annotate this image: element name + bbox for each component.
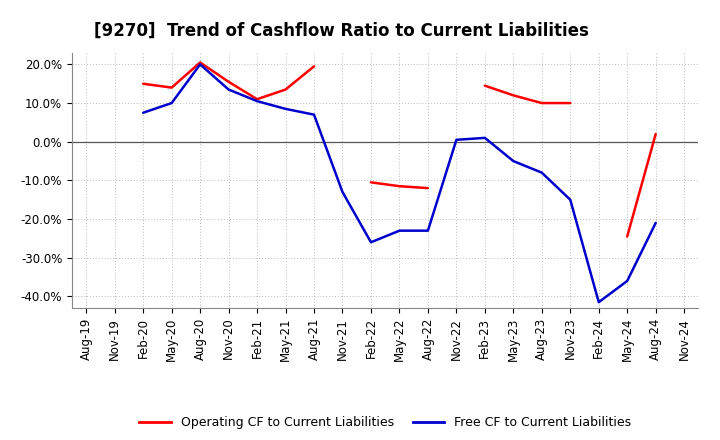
Text: [9270]  Trend of Cashflow Ratio to Current Liabilities: [9270] Trend of Cashflow Ratio to Curren… (94, 22, 588, 40)
Legend: Operating CF to Current Liabilities, Free CF to Current Liabilities: Operating CF to Current Liabilities, Fre… (135, 411, 636, 434)
